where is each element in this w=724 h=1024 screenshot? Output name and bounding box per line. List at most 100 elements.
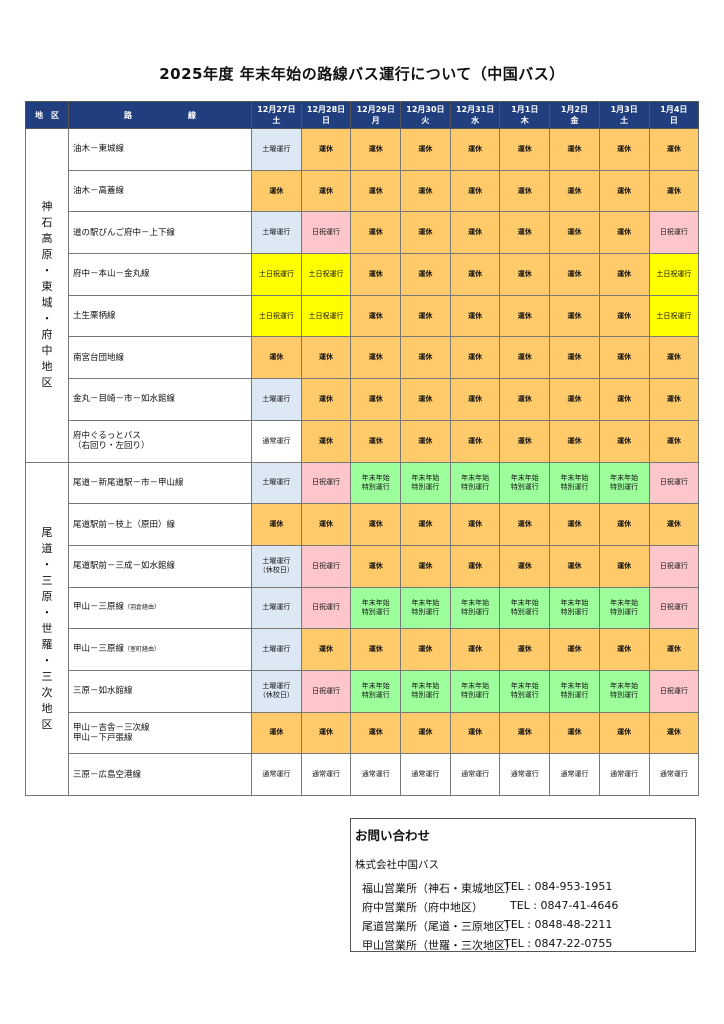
status-label: 日祝運行 [659, 478, 688, 487]
status-label: 運休 [468, 728, 483, 737]
weekday-label: 金 [570, 116, 579, 125]
status-label: 運休 [567, 353, 582, 362]
contact-box: お問い合わせ 株式会社中国バス 福山営業所（神石・東城地区） TEL : 084-… [350, 818, 696, 952]
status-cell: 通常運行 [549, 753, 600, 796]
status-label: 土曜運行 [262, 478, 291, 487]
status-label: 運休 [368, 645, 383, 654]
route-cell: 尾道－新尾道駅－市－甲山線 [68, 461, 252, 505]
status-cell: 運休 [499, 336, 551, 380]
status-cell: 運休 [251, 169, 302, 213]
status-cell: 運休 [549, 711, 600, 755]
status-cell: 運休 [648, 711, 700, 755]
status-cell: 土日祝運行 [648, 294, 700, 338]
status-label: 日祝運行 [312, 478, 341, 487]
status-cell: 運休 [648, 169, 700, 213]
status-cell: 運休 [350, 544, 402, 588]
status-label: 通常運行 [361, 770, 390, 779]
status-cell: 運休 [300, 711, 352, 755]
status-label: 土曜運行 （休校日） [258, 682, 294, 700]
route-name: 府中ぐるっとバス （右回り・左回り） [73, 431, 150, 452]
status-label: 運休 [617, 561, 632, 570]
status-label: 運休 [617, 394, 632, 403]
status-cell: 運休 [499, 253, 551, 296]
office-phone: TEL : 0848-48-2211 [504, 918, 613, 931]
status-label: 運休 [468, 394, 483, 403]
weekday-label: 土 [272, 116, 281, 125]
route-name: 土生栗柄線 [73, 311, 116, 322]
status-cell: 運休 [598, 378, 650, 421]
status-label: 運休 [617, 269, 632, 278]
status-label: 通常運行 [312, 770, 341, 779]
office-item: 府中営業所（府中地区） TEL : 0847-41-4646 [362, 899, 618, 915]
route-note: （室町経由） [124, 646, 161, 654]
status-cell: 運休 [350, 419, 402, 463]
status-cell: 日祝運行 [648, 544, 700, 588]
status-label: 運休 [468, 645, 483, 654]
status-cell: 年末年始 特別運行 [400, 669, 451, 713]
status-label: 日祝運行 [312, 561, 341, 570]
status-cell: 運休 [549, 211, 600, 255]
status-label: 運休 [617, 186, 632, 195]
status-label: 運休 [418, 311, 433, 320]
route-name: 油木－東城線 [73, 144, 125, 155]
route-cell: 油木－東城線 [68, 128, 252, 171]
status-label: 運休 [567, 186, 582, 195]
date-label: 1月4日 [660, 105, 688, 114]
status-cell: 土曜運行 （休校日） [251, 669, 302, 713]
status-label: 運休 [418, 186, 433, 195]
status-cell: 日祝運行 [648, 211, 700, 255]
date-label: 12月31日 [455, 105, 495, 114]
status-label: 年末年始 特別運行 [361, 598, 390, 616]
status-cell: 運休 [499, 378, 551, 421]
status-cell: 運休 [251, 336, 302, 380]
status-label: 運休 [418, 144, 433, 153]
office-name: 甲山営業所（世羅・三次地区） [362, 939, 516, 952]
route-name: 尾道駅前－枝上（原田）線 [73, 519, 176, 530]
status-cell: 運休 [549, 503, 600, 546]
status-label: 運休 [617, 645, 632, 654]
table-row: 三原－広島空港線 通常運行 通常運行 通常運行 通常運行 通常運行 通常運行 通常運行 通常運行… [26, 753, 700, 796]
status-cell: 年末年始 特別運行 [350, 669, 402, 713]
status-cell: 通常運行 [648, 753, 700, 796]
route-cell: 土生栗柄線 [68, 294, 252, 338]
status-cell: 運休 [549, 628, 600, 671]
status-cell: 運休 [350, 628, 402, 671]
status-cell: 運休 [400, 294, 451, 338]
weekday-label: 火 [421, 116, 430, 125]
status-cell: 年末年始 特別運行 [350, 461, 402, 505]
status-label: 運休 [368, 311, 383, 320]
weekday-label: 土 [620, 116, 629, 125]
status-cell: 運休 [648, 336, 700, 380]
status-label: 運休 [368, 394, 383, 403]
status-label: 運休 [517, 144, 532, 153]
status-label: 運休 [319, 353, 334, 362]
status-label: 運休 [617, 311, 632, 320]
status-cell: 運休 [449, 128, 501, 171]
route-note: （羽倉経由） [124, 604, 161, 612]
status-cell: 年末年始 特別運行 [449, 461, 501, 505]
status-label: 年末年始 特別運行 [361, 682, 390, 700]
status-label: 運休 [567, 520, 582, 529]
route-header: 路 線 [68, 101, 252, 129]
region-name: 尾 道 ・ 三 原 ・ 世 羅 ・ 三 次 地 区 [41, 525, 53, 731]
table-row: 土生栗柄線 土日祝運行 土日祝運行 運休 運休 運休 運休 運休 運休 土日祝運行 [26, 294, 700, 338]
status-cell: 運休 [400, 336, 451, 380]
region-cell: 尾 道 ・ 三 原 ・ 世 羅 ・ 三 次 地 区 [25, 461, 69, 796]
route-cell: 府中－本山－金丸線 [68, 253, 252, 296]
status-cell: 土曜運行 [251, 628, 302, 671]
route-name: 尾道駅前－三成－如水館線 [73, 561, 176, 572]
status-cell: 年末年始 特別運行 [449, 669, 501, 713]
office-name: 尾道営業所（尾道・三原地区） [362, 920, 516, 933]
office-phone: TEL : 084-953-1951 [504, 880, 613, 893]
status-label: 運休 [418, 436, 433, 445]
status-cell: 通常運行 [350, 753, 402, 796]
status-cell: 土日祝運行 [251, 294, 302, 338]
status-label: 運休 [418, 645, 433, 654]
status-label: 運休 [418, 228, 433, 237]
page-title: 2025年度 年末年始の路線バス運行について（中国バス） [159, 65, 565, 83]
status-cell: 運休 [300, 169, 352, 213]
status-label: 運休 [666, 353, 681, 362]
date-label: 12月28日 [306, 105, 346, 114]
status-cell: 運休 [251, 711, 302, 755]
route-cell: 三原－如水館線 [68, 669, 252, 713]
